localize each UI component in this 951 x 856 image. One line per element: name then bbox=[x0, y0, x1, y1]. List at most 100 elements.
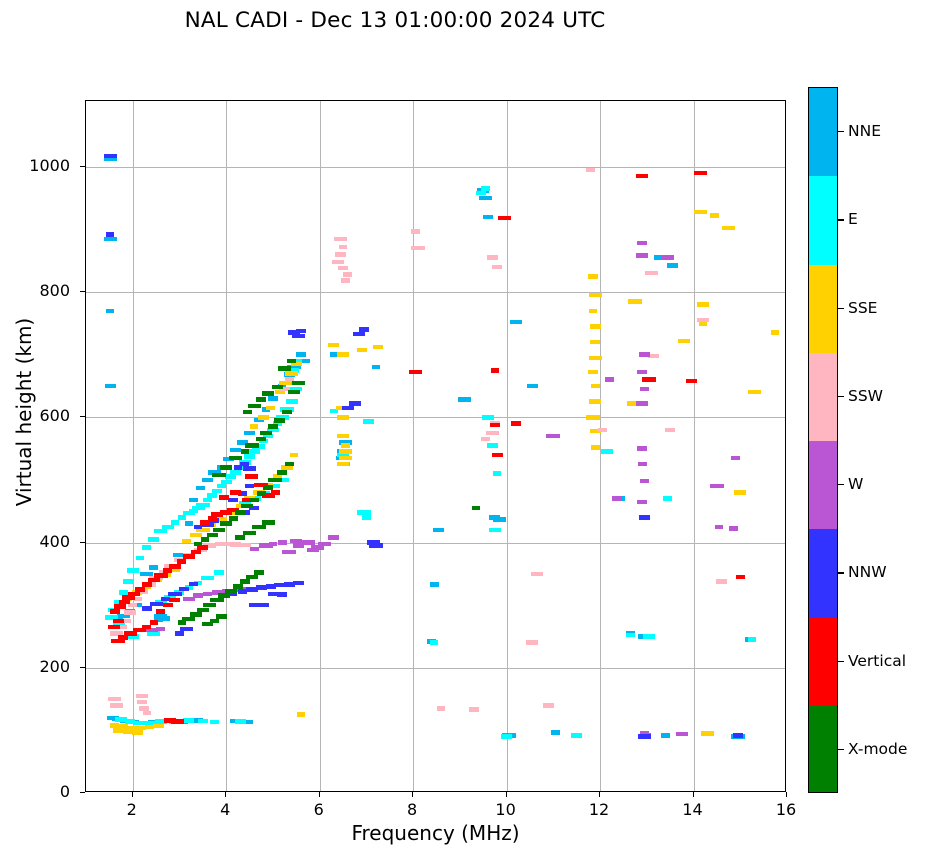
echo-point bbox=[543, 703, 554, 708]
echo-point bbox=[148, 578, 160, 583]
echo-point bbox=[142, 625, 151, 630]
echo-point bbox=[258, 415, 269, 420]
echo-point bbox=[111, 639, 125, 644]
echo-point bbox=[148, 537, 159, 542]
echo-point bbox=[637, 500, 647, 505]
echo-point bbox=[734, 490, 746, 495]
colorbar-segment-nnw bbox=[809, 529, 837, 618]
echo-point bbox=[369, 543, 383, 548]
echo-point bbox=[110, 609, 119, 614]
echo-point bbox=[335, 252, 346, 257]
echo-point bbox=[694, 210, 708, 215]
echo-point bbox=[589, 309, 597, 314]
echo-point bbox=[124, 610, 136, 615]
echo-point bbox=[268, 424, 278, 429]
echo-point bbox=[241, 449, 249, 454]
echo-point bbox=[491, 368, 500, 373]
echo-point bbox=[372, 365, 380, 370]
x-tick bbox=[506, 792, 507, 797]
y-tick bbox=[80, 291, 85, 292]
echo-point bbox=[228, 498, 238, 503]
x-tick-label: 16 bbox=[756, 800, 816, 819]
echo-point bbox=[123, 579, 134, 584]
echo-point bbox=[292, 381, 305, 386]
echo-point bbox=[472, 506, 480, 511]
echo-point bbox=[110, 703, 123, 708]
echo-point bbox=[338, 266, 348, 271]
echo-point bbox=[590, 340, 600, 345]
echo-point bbox=[238, 589, 248, 594]
echo-point bbox=[203, 603, 216, 608]
echo-point bbox=[337, 434, 349, 439]
echo-point bbox=[163, 568, 172, 573]
echo-point bbox=[715, 525, 723, 530]
echo-point bbox=[243, 466, 256, 471]
echo-point bbox=[458, 397, 471, 402]
echo-point bbox=[353, 332, 365, 337]
echo-point bbox=[136, 556, 144, 561]
echo-point bbox=[175, 631, 183, 636]
echo-point bbox=[235, 719, 246, 724]
echo-point bbox=[476, 191, 485, 196]
echo-point bbox=[640, 387, 649, 392]
echo-point bbox=[171, 719, 184, 724]
echo-point bbox=[638, 462, 647, 467]
echo-point bbox=[142, 582, 152, 587]
echo-point bbox=[341, 443, 350, 448]
echo-point bbox=[260, 431, 273, 436]
echo-point bbox=[243, 531, 256, 536]
echo-point bbox=[490, 423, 500, 428]
colorbar-label-sse: SSE bbox=[848, 299, 877, 317]
echo-point bbox=[359, 327, 370, 332]
echo-point bbox=[194, 525, 202, 530]
colorbar-segment-ssw bbox=[809, 353, 837, 442]
echo-point bbox=[156, 609, 165, 614]
echo-point bbox=[245, 474, 258, 479]
echo-point bbox=[341, 278, 350, 283]
echo-point bbox=[212, 473, 226, 478]
echo-point bbox=[225, 589, 237, 594]
echo-point bbox=[269, 542, 277, 547]
echo-point bbox=[169, 564, 181, 569]
echo-point bbox=[643, 634, 655, 639]
echo-point bbox=[233, 584, 242, 589]
y-tick-label: 400 bbox=[0, 532, 70, 551]
echo-point bbox=[588, 370, 597, 375]
echo-point bbox=[285, 371, 298, 376]
echo-point bbox=[177, 559, 186, 564]
echo-point bbox=[628, 299, 642, 304]
echo-point bbox=[469, 707, 479, 712]
echo-point bbox=[286, 399, 298, 404]
echo-point bbox=[156, 627, 165, 632]
echo-point bbox=[489, 528, 502, 533]
echo-point bbox=[636, 253, 649, 258]
colorbar-label-e: E bbox=[848, 210, 858, 228]
echo-point bbox=[239, 543, 250, 548]
echo-point bbox=[694, 171, 707, 176]
echo-point bbox=[105, 384, 117, 389]
echo-point bbox=[328, 535, 339, 540]
echo-point bbox=[163, 603, 173, 608]
echo-point bbox=[193, 593, 203, 598]
echo-point bbox=[357, 510, 370, 515]
echo-point bbox=[213, 528, 224, 533]
echo-point bbox=[334, 237, 347, 242]
echo-point bbox=[571, 733, 583, 738]
echo-point bbox=[493, 517, 506, 522]
echo-point bbox=[290, 453, 298, 458]
y-tick bbox=[80, 166, 85, 167]
echo-point bbox=[201, 537, 209, 542]
echo-point bbox=[143, 711, 151, 716]
echo-point bbox=[230, 490, 240, 495]
echo-point bbox=[128, 603, 137, 608]
echo-point bbox=[645, 271, 657, 276]
colorbar-label-vertical: Vertical bbox=[848, 652, 906, 670]
echo-point bbox=[748, 637, 757, 642]
echo-point bbox=[132, 730, 142, 735]
echo-point bbox=[244, 454, 254, 459]
echo-point bbox=[189, 582, 198, 587]
echo-point bbox=[191, 550, 201, 555]
y-tick bbox=[80, 416, 85, 417]
echo-point bbox=[282, 550, 296, 555]
echo-point bbox=[307, 548, 319, 553]
